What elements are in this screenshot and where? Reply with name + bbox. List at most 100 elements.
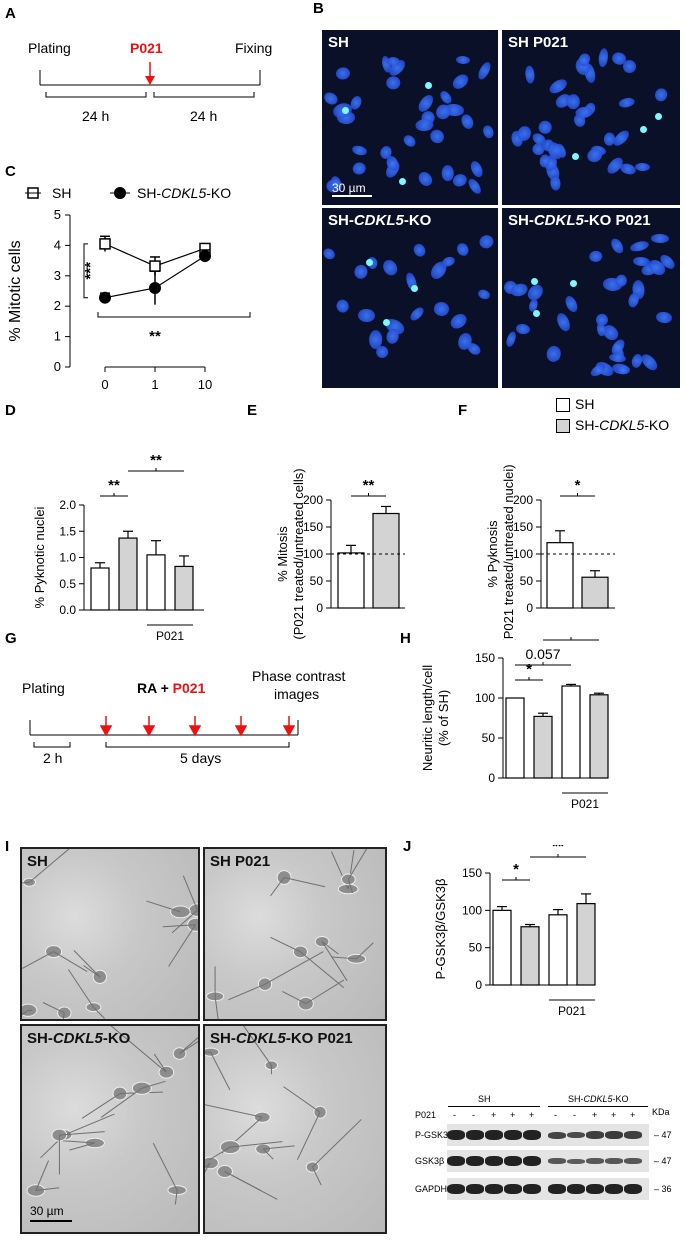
y-axis-label-2: (% of SH) (436, 690, 451, 746)
neurite (62, 1012, 65, 1019)
y-axis-label: % Pyknosis (485, 520, 500, 588)
y-tick-label: 0 (526, 601, 533, 615)
y-axis-label: % Mitotic cells (7, 240, 24, 341)
significance-mark: ** (149, 328, 161, 345)
cell-nucleus (411, 241, 428, 259)
wb-band (624, 1158, 642, 1164)
neurite (228, 983, 266, 1001)
chart-d: 0.0 0.5 1.0 1.5 2.0 % Pyknotic nuclei P021 ** ** (32, 452, 204, 640)
significance-mark: ** (552, 845, 564, 855)
legend-ko: SH-CDKL5-KO (137, 185, 232, 201)
wb-band (485, 1130, 503, 1140)
legend-sh-label: SH (575, 396, 595, 412)
cell-nucleus (333, 297, 351, 315)
legend-ko-label: SH-CDKL5-KO (575, 417, 670, 433)
mitotic-nucleus (531, 278, 539, 286)
wb-band (567, 1184, 585, 1194)
y-tick-label: 0.0 (59, 603, 76, 617)
wb-band (548, 1158, 566, 1164)
neurite (283, 876, 326, 888)
wb-band (447, 1130, 465, 1140)
y-tick-label: 1 (54, 329, 61, 344)
y-tick-label: 0 (316, 601, 323, 615)
neurite (69, 1142, 95, 1151)
duration-2h: 2 h (43, 750, 63, 766)
cell-nucleus (615, 365, 630, 375)
y-tick-label: 2.0 (59, 498, 76, 512)
wb-treatment-sign: + (491, 1110, 497, 1120)
y-tick-label: 0 (54, 359, 61, 374)
neurite (179, 1040, 198, 1054)
cell-nucleus (655, 311, 673, 325)
micrograph-sh: SH 30 µm (322, 30, 498, 205)
wb-row-label: P-GSK3β (415, 1130, 454, 1140)
sig-bracket (97, 312, 251, 318)
mitotic-nucleus (571, 152, 579, 160)
phase-label: Phase contrast (252, 668, 346, 684)
neurite (270, 936, 301, 953)
group-label: P021 (571, 797, 599, 811)
phase-image-sh: SH (20, 847, 200, 1021)
mitotic-nucleus (342, 106, 350, 114)
panel-label-d: D (5, 402, 16, 419)
mitotic-nucleus (398, 178, 406, 186)
plating-label: Plating (28, 40, 71, 56)
cell-nucleus (608, 236, 626, 256)
neurite (312, 1119, 362, 1168)
wb-mw: – 47 (654, 1156, 672, 1166)
neurite (321, 941, 339, 955)
drug-label: P021 (130, 40, 163, 56)
chart-h: 0 50 100 150 Neuritic length/cell (% of SH) P0… (420, 635, 609, 811)
scale-bar-label: 30 µm (30, 1204, 64, 1218)
bar (581, 576, 609, 609)
y-tick-label: 50 (310, 574, 324, 588)
neurite (243, 1026, 272, 1066)
cell-nucleus (562, 294, 580, 315)
wb-band (523, 1130, 541, 1140)
y-tick-label: 100 (303, 547, 323, 561)
neurite (141, 1080, 166, 1089)
neurite (224, 1171, 278, 1200)
cell-nucleus (554, 311, 573, 334)
bar (576, 903, 596, 986)
legend-sh-swatch (556, 398, 570, 412)
mitotic-nucleus (532, 310, 540, 318)
bar (520, 926, 540, 986)
neurite (263, 1145, 295, 1150)
cell-nucleus (634, 162, 650, 172)
cell-nucleus (448, 311, 470, 332)
neurite (208, 1146, 231, 1161)
ra-label: RA + P021 (137, 680, 206, 696)
wb-band (586, 1158, 604, 1164)
data-point-sh (99, 238, 111, 250)
neurite (35, 1187, 60, 1192)
micrograph-ko: SH-CDKL5-KO (322, 208, 498, 388)
neurite (171, 909, 198, 934)
wb-treatment-sign: + (630, 1110, 636, 1120)
neurite (29, 849, 70, 883)
neurite-drawing (205, 1026, 362, 1200)
cell-nucleus (322, 246, 338, 262)
y-tick-label: 150 (303, 520, 323, 534)
cell-body (45, 945, 63, 959)
y-tick-label: 50 (520, 574, 534, 588)
micrograph-label: SH-CDKL5-KO P021 (508, 212, 651, 229)
cell-nucleus (650, 234, 669, 244)
cell-nucleus (451, 171, 469, 189)
significance-mark: 0.057 (525, 646, 560, 662)
legend-filled-circle (110, 187, 130, 199)
bar (174, 565, 194, 611)
significance-mark: * (568, 635, 574, 638)
wb-band (586, 1184, 604, 1194)
neurite (22, 951, 54, 969)
panel-label-j: J (403, 838, 412, 855)
wb-treatment-sign: + (510, 1110, 516, 1120)
y-tick-label: 200 (513, 493, 533, 507)
cell-nucleus (353, 263, 369, 280)
wb-treatment-sign: - (573, 1110, 576, 1120)
significance-mark: * (526, 661, 532, 678)
y-tick-label: 5 (54, 207, 61, 222)
scale-bar-label: 30 µm (332, 181, 366, 195)
y-tick-label: 1.0 (59, 551, 76, 565)
